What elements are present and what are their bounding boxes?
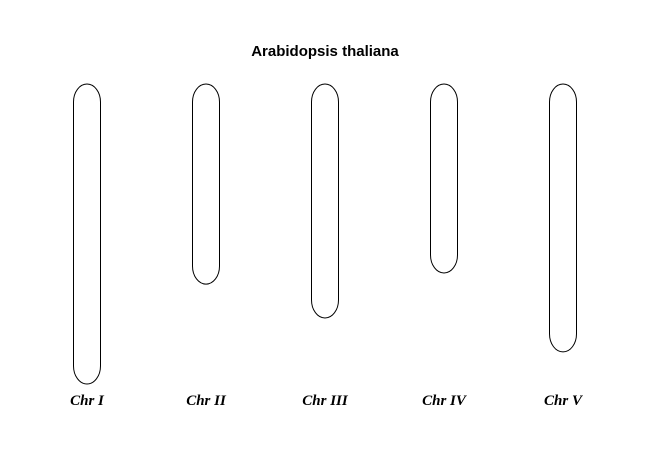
chromosome-2: Chr II (186, 83, 227, 409)
chromosome-bar (311, 83, 339, 319)
chromosome-4: Chr IV (422, 83, 468, 409)
figure-title: Arabidopsis thaliana (251, 43, 399, 60)
chromosome-5: Chr V (544, 83, 584, 409)
chromosome-label: Chr II (186, 393, 227, 409)
chromosome-bar (549, 83, 577, 353)
chromosome-label: Chr V (544, 393, 584, 409)
chromosome-1: Chr I (70, 83, 105, 409)
chromosome-label: Chr I (70, 393, 105, 409)
chromosome-3: Chr III (302, 83, 349, 409)
chromosome-bar (430, 83, 458, 274)
chromosome-bar (73, 83, 101, 385)
chromosome-bar (192, 83, 220, 285)
chromosome-label: Chr IV (422, 393, 468, 409)
chromosome-label: Chr III (302, 393, 349, 409)
chromosome-group: Chr I Chr II Chr III Chr IV Chr V (70, 83, 584, 409)
